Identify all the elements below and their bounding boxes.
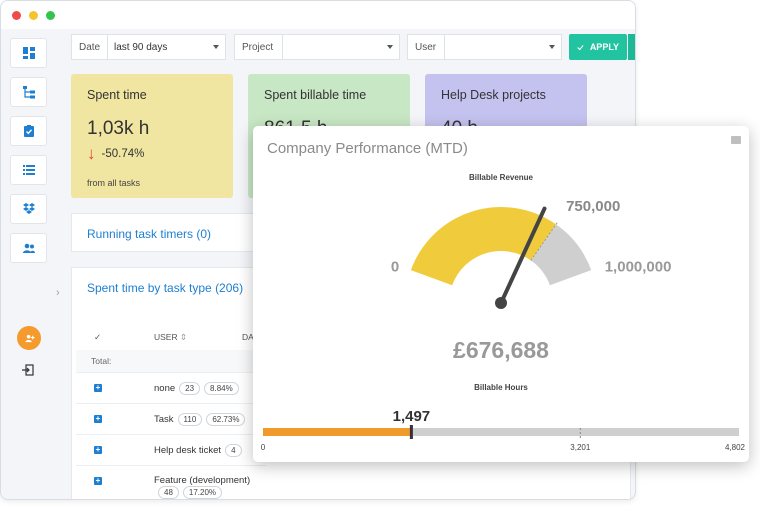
- sidebar-item-dashboard[interactable]: [10, 38, 47, 68]
- user-filter-select[interactable]: [444, 34, 562, 60]
- widget-title: Company Performance (MTD): [267, 140, 468, 157]
- gauge-label: Billable Revenue: [469, 173, 534, 182]
- row-name: Task: [154, 414, 174, 425]
- row-name: none: [154, 383, 176, 394]
- add-user-icon: [24, 334, 35, 342]
- spent-time-card: Spent time 1,03k h ↓ -50.74% from all ta…: [71, 74, 233, 198]
- card-delta: ↓ -50.74%: [87, 144, 144, 164]
- count-badge: 23: [179, 382, 201, 395]
- percent-badge: 17.20%: [182, 486, 223, 499]
- table-row: + none 23 8.84%: [76, 372, 266, 403]
- users-icon: [22, 243, 35, 253]
- comment-icon[interactable]: [731, 136, 741, 144]
- gauge-needle: [499, 206, 547, 305]
- total-label: Total:: [91, 356, 112, 366]
- row-name: Help desk ticket: [154, 445, 222, 456]
- card-title: Help Desk projects: [441, 88, 546, 102]
- performance-charts: Billable Revenue 0 1,000,000 750,000 £676,68…: [261, 173, 746, 452]
- add-user-button[interactable]: [17, 326, 41, 350]
- spent-by-type-title[interactable]: Spent time by task type (206): [87, 281, 244, 295]
- bar-max-label: 4,802: [725, 443, 746, 452]
- sort-icon: ⇕: [180, 332, 188, 342]
- date-column-header[interactable]: DA: [242, 332, 254, 342]
- sidebar-item-users[interactable]: [10, 233, 47, 263]
- apply-split-button[interactable]: [628, 34, 635, 60]
- row-name: Feature (development): [154, 475, 251, 486]
- clipboard-check-icon: [23, 125, 34, 137]
- running-timers-title[interactable]: Running task timers (0): [87, 227, 212, 241]
- sidebar-item-tasks[interactable]: [10, 116, 47, 146]
- card-value: 1,03k h: [87, 118, 150, 139]
- date-filter-select[interactable]: last 90 days: [107, 34, 226, 60]
- table-header: ✓ USER ⇕ DA: [76, 326, 296, 348]
- sidebar: ›: [1, 29, 60, 499]
- row-label: none 23 8.84%: [154, 382, 239, 395]
- bar-value-label: 1,497: [393, 408, 431, 425]
- minimize-window-button[interactable]: [29, 11, 38, 20]
- count-badge: 48: [158, 486, 179, 499]
- dropbox-icon: [22, 203, 35, 214]
- hierarchy-icon: [22, 86, 35, 99]
- gauge-needle-hub: [495, 297, 507, 309]
- user-filter-label: User: [407, 34, 445, 60]
- bar-target-label: 3,201: [570, 443, 591, 452]
- dashboard-icon: [22, 47, 35, 59]
- count-badge: 4: [225, 444, 242, 457]
- logout-icon[interactable]: [21, 363, 35, 377]
- check-column-icon[interactable]: ✓: [94, 332, 102, 342]
- gauge-value-label: £676,688: [453, 337, 549, 363]
- chevron-down-icon: [549, 45, 555, 49]
- apply-button[interactable]: APPLY: [569, 34, 627, 60]
- arrow-down-icon: ↓: [87, 144, 96, 163]
- date-filter-label: Date: [71, 34, 108, 60]
- date-filter-value: last 90 days: [114, 41, 168, 53]
- gauge-min-label: 0: [391, 258, 399, 275]
- table-row: + Feature (development)48 17.20%: [76, 465, 266, 499]
- gauge-max-label: 1,000,000: [605, 258, 672, 275]
- card-title: Spent time: [87, 88, 147, 102]
- sidebar-item-list[interactable]: [10, 155, 47, 185]
- gauge-target-label: 750,000: [566, 198, 620, 215]
- check-icon: [577, 44, 584, 50]
- total-row: Total:: [76, 350, 266, 372]
- title-bar: [1, 1, 635, 29]
- expand-plus-icon[interactable]: +: [94, 383, 102, 392]
- bar-value-marker: [409, 425, 413, 439]
- bar-label: Billable Hours: [474, 383, 528, 392]
- sidebar-item-dropbox[interactable]: [10, 194, 47, 224]
- row-label: Help desk ticket 4: [154, 444, 242, 457]
- delta-value: -50.74%: [101, 148, 145, 160]
- percent-badge: 8.84%: [204, 382, 239, 395]
- project-filter-label: Project: [234, 34, 283, 60]
- percent-badge: 62.73%: [206, 413, 246, 426]
- count-badge: 110: [177, 413, 203, 426]
- bar-fill: [263, 428, 412, 436]
- bar-min-label: 0: [261, 443, 266, 452]
- maximize-window-button[interactable]: [46, 11, 55, 20]
- bar-track: [263, 428, 739, 436]
- expand-plus-icon[interactable]: +: [94, 414, 102, 423]
- expand-plus-icon[interactable]: +: [94, 476, 102, 485]
- table-row: + Help desk ticket 4: [76, 434, 266, 465]
- row-label: Feature (development)48 17.20%: [154, 475, 266, 499]
- close-window-button[interactable]: [12, 11, 21, 20]
- chevron-down-icon: [387, 45, 393, 49]
- card-footnote: from all tasks: [87, 178, 141, 188]
- sidebar-item-hierarchy[interactable]: [10, 77, 47, 107]
- expand-plus-icon[interactable]: +: [94, 445, 102, 454]
- company-performance-widget: Company Performance (MTD) Billable Reven…: [253, 126, 749, 462]
- list-icon: [22, 165, 35, 175]
- card-title: Spent billable time: [264, 88, 367, 102]
- gauge-filled-band: [410, 207, 557, 286]
- user-column-label: USER: [154, 332, 178, 342]
- table-row: + Task 110 62.73%: [76, 403, 266, 434]
- expand-sidebar-chevron-icon[interactable]: ›: [56, 287, 60, 299]
- chevron-down-icon: [213, 45, 219, 49]
- apply-label: APPLY: [589, 42, 619, 52]
- project-filter-select[interactable]: [282, 34, 400, 60]
- row-label: Task 110 62.73%: [154, 413, 246, 426]
- user-column-header[interactable]: USER ⇕: [154, 332, 187, 343]
